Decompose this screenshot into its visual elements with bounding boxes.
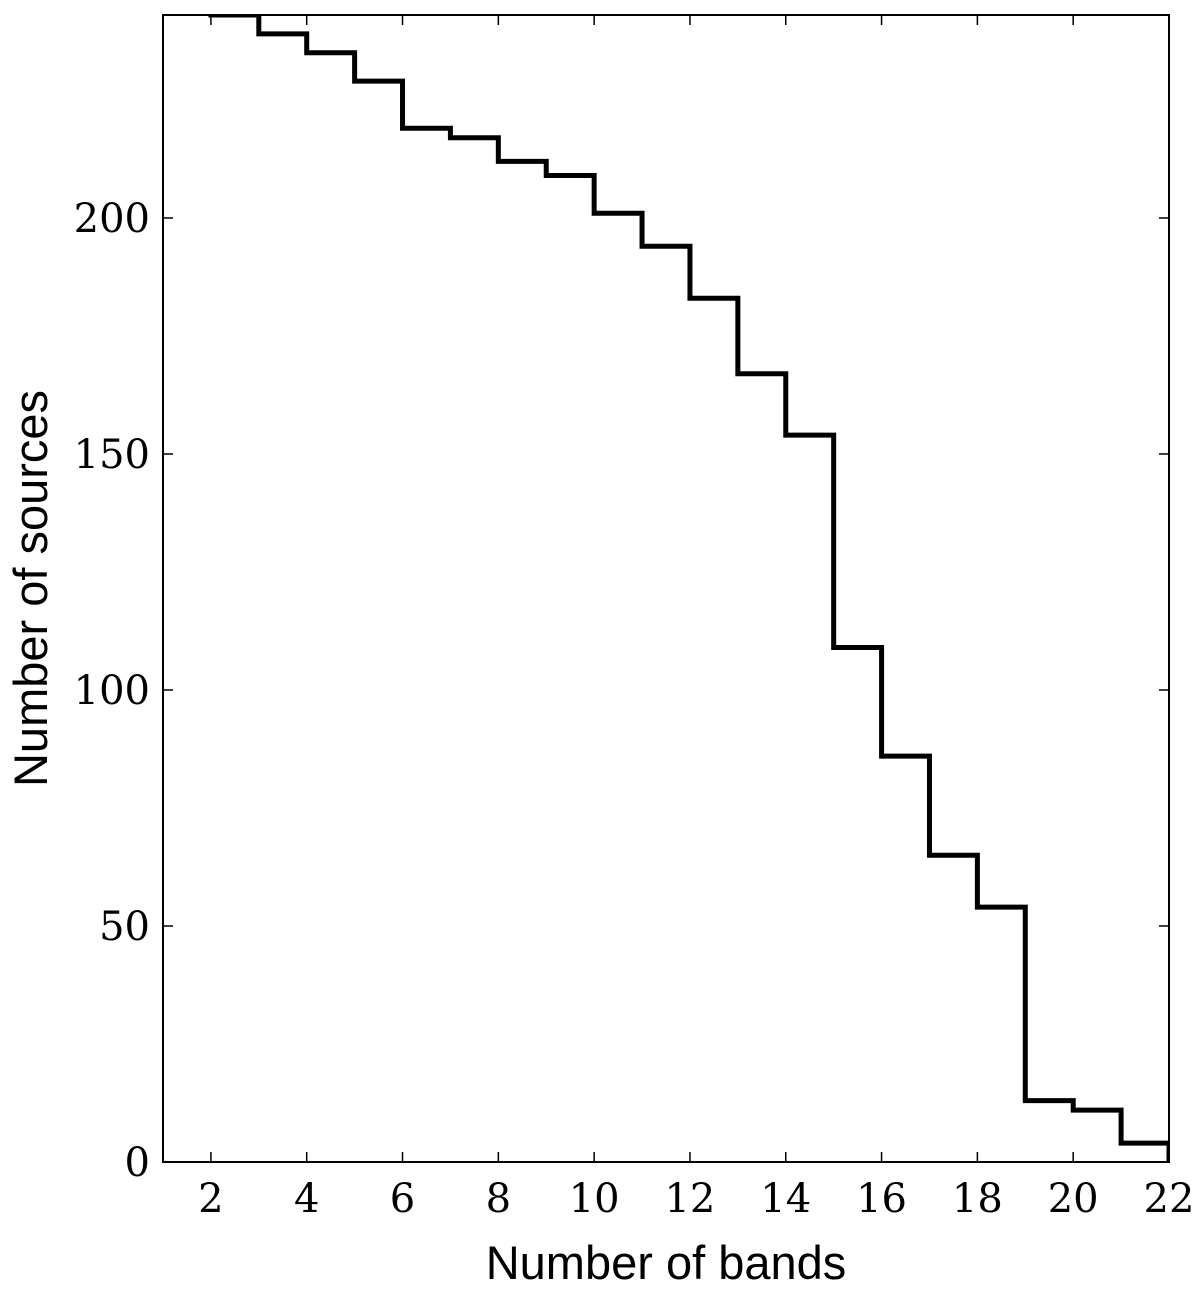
histogram-bin-15 — [834, 648, 882, 1162]
histogram-bin-14 — [786, 435, 834, 1162]
x-tick-label: 6 — [390, 1176, 415, 1222]
histogram-bin-9 — [546, 175, 594, 1162]
histogram-bin-10 — [594, 213, 642, 1162]
y-tick-label: 50 — [99, 904, 150, 950]
x-tick-label: 14 — [760, 1176, 811, 1222]
x-tick-label: 2 — [198, 1176, 223, 1222]
histogram-bin-8 — [498, 161, 546, 1162]
histogram-bin-21 — [1121, 1143, 1169, 1162]
y-tick-label: 150 — [74, 432, 150, 478]
axis-ticks — [163, 15, 1170, 1163]
histogram-bin-3 — [259, 34, 307, 1162]
histogram-bin-19 — [1025, 1101, 1073, 1162]
x-tick-label: 12 — [664, 1176, 715, 1222]
tick-labels: 2 4 6 8 10 12 14 16 18 20 22 0 50 100 150 200 — [74, 196, 1195, 1222]
x-tick-label: 8 — [486, 1176, 511, 1222]
histogram-bin-11 — [642, 246, 690, 1162]
x-axis-label: Number of bands — [486, 1236, 847, 1289]
x-tick-label: 4 — [294, 1176, 319, 1222]
histogram-bin-6 — [403, 128, 451, 1162]
x-tick-label: 18 — [952, 1176, 1003, 1222]
histogram-bin-18 — [977, 907, 1025, 1162]
histogram-bin-13 — [738, 374, 786, 1162]
histogram-bin-4 — [307, 53, 355, 1162]
x-tick-label: 22 — [1144, 1176, 1195, 1222]
histogram-bin-5 — [355, 81, 403, 1162]
y-tick-label: 200 — [74, 196, 150, 242]
histogram-bin-16 — [882, 756, 930, 1162]
plot-frame — [162, 14, 1170, 1163]
histogram-bin-17 — [929, 855, 977, 1162]
y-tick-label: 100 — [74, 668, 150, 714]
step-series — [163, 10, 1169, 1162]
step-line — [208, 15, 1169, 1162]
x-tick-label: 20 — [1048, 1176, 1099, 1222]
y-axis-label: Number of sources — [4, 390, 57, 787]
histogram-bin-20 — [1073, 1110, 1121, 1162]
x-tick-label: 16 — [856, 1176, 907, 1222]
histogram-bin-7 — [450, 138, 498, 1162]
histogram-bin-2 — [211, 15, 259, 1162]
x-tick-label: 10 — [569, 1176, 620, 1222]
y-tick-label: 0 — [125, 1140, 150, 1186]
histogram-bin-12 — [690, 298, 738, 1162]
histogram-bin-1 — [163, 10, 211, 1162]
